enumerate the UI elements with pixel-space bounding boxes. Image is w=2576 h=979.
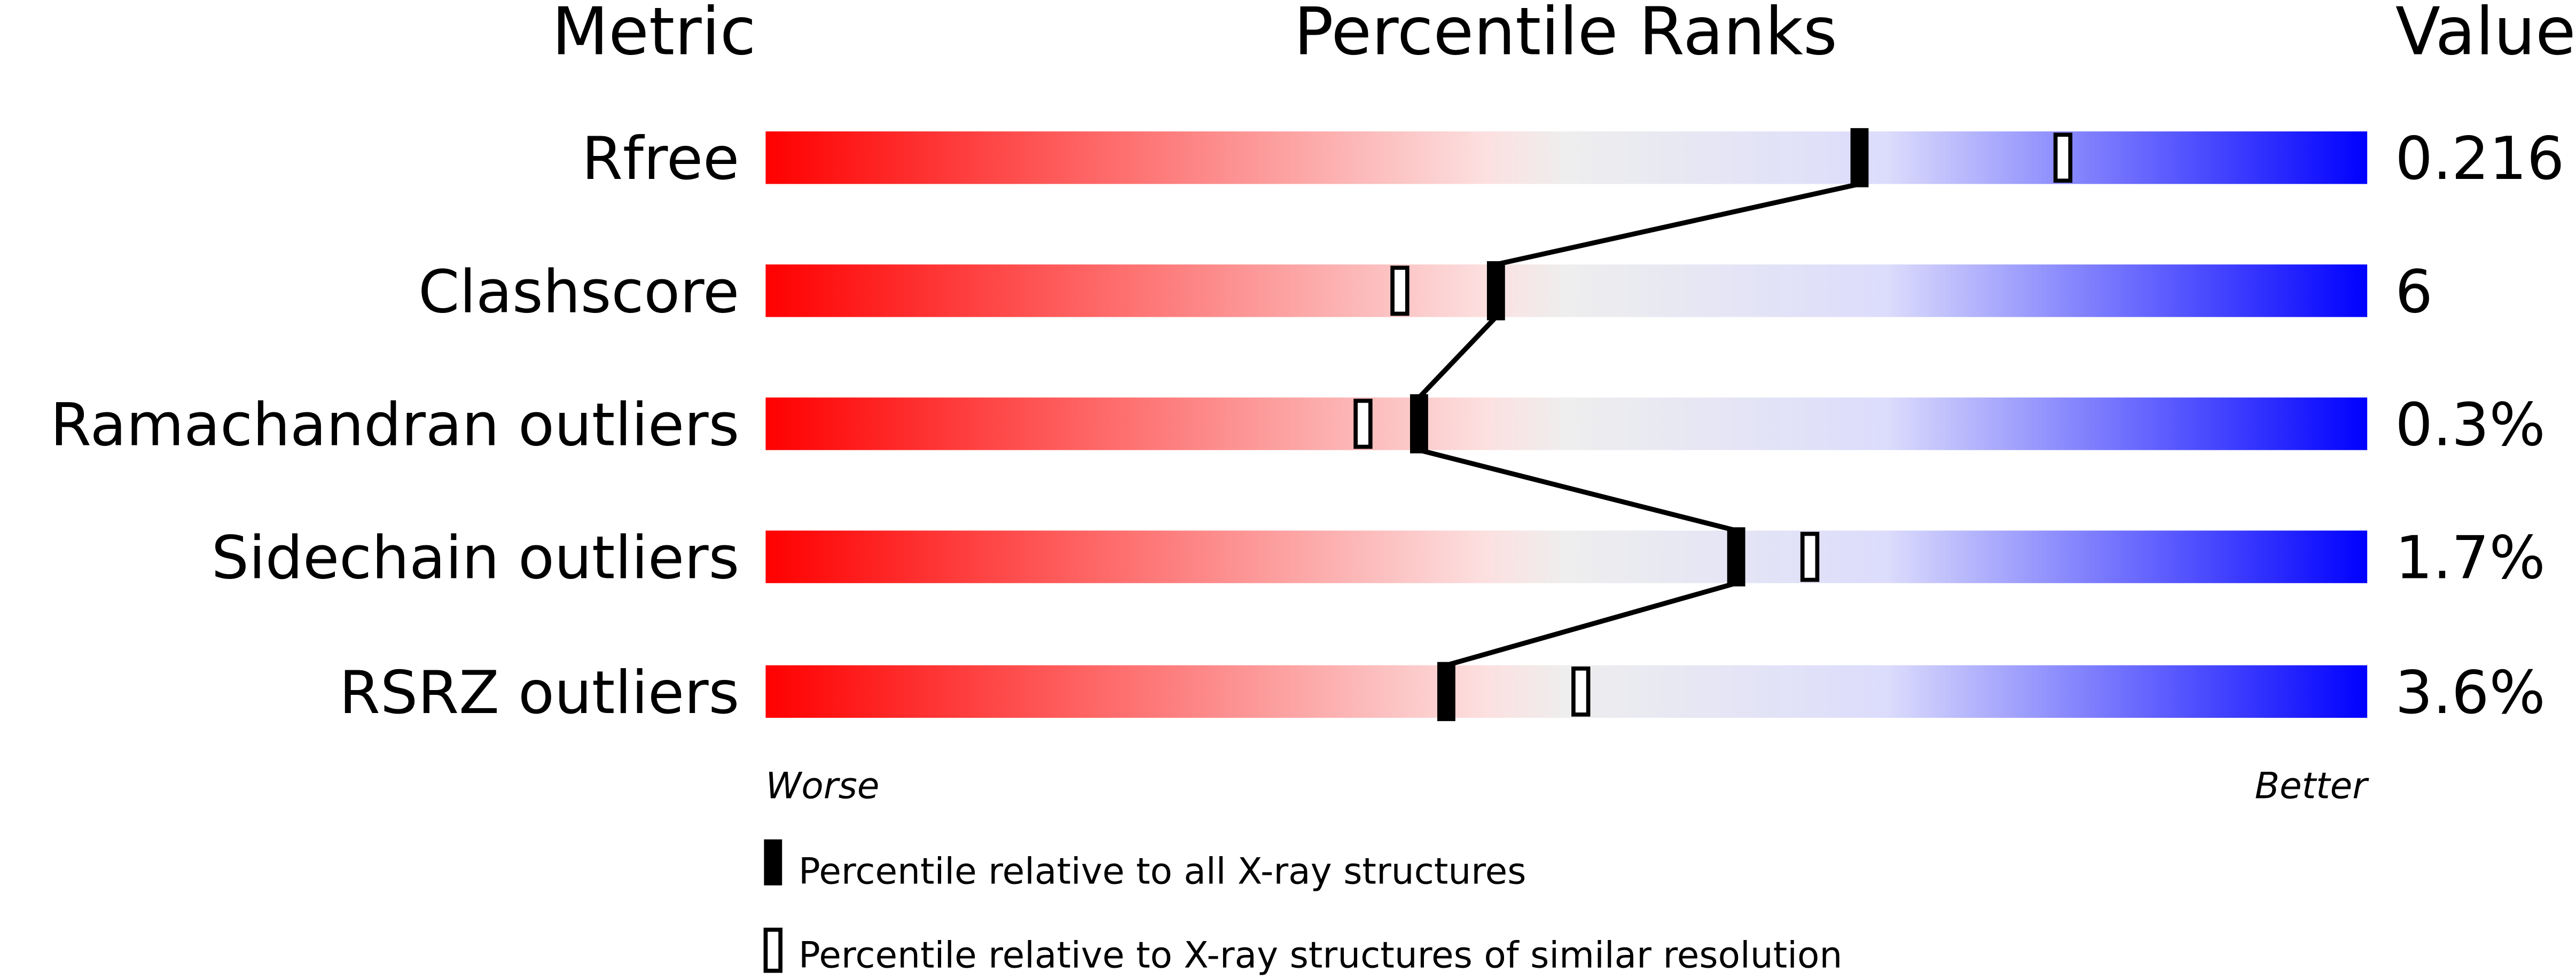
all-structures-marker xyxy=(1410,394,1428,453)
legend-item-similar: Percentile relative to X-ray structures … xyxy=(798,934,1842,976)
connector-line xyxy=(1417,315,1498,400)
percentile-bar xyxy=(765,397,2368,450)
connector-line xyxy=(1445,581,1737,668)
percentile-bar xyxy=(765,530,2368,583)
similar-resolution-marker xyxy=(2053,132,2073,183)
worse-label: Worse xyxy=(765,765,879,807)
metric-value: 0.3% xyxy=(2395,390,2545,459)
percentile-bar xyxy=(765,131,2368,184)
legend-open-marker-icon xyxy=(763,927,783,973)
all-structures-marker xyxy=(1486,261,1505,320)
metric-label: RSRZ outliers xyxy=(339,659,739,727)
legend-item-all: Percentile relative to all X-ray structu… xyxy=(798,850,1526,892)
percentile-bar xyxy=(765,264,2368,317)
metric-value: 3.6% xyxy=(2395,659,2545,727)
connector-line xyxy=(1495,181,1860,267)
metric-label: Rfree xyxy=(582,124,739,193)
all-structures-marker xyxy=(1850,128,1869,187)
similar-resolution-marker xyxy=(1353,398,1373,449)
similar-resolution-marker xyxy=(1800,531,1820,582)
header-percentile-ranks: Percentile Ranks xyxy=(1294,0,1837,70)
metric-label: Clashscore xyxy=(418,257,739,326)
metric-label: Sidechain outliers xyxy=(212,524,740,593)
better-label: Better xyxy=(2255,765,2370,807)
metric-value: 1.7% xyxy=(2395,524,2545,593)
legend-filled-marker-icon xyxy=(764,839,782,886)
connector-line xyxy=(1418,448,1737,533)
percentile-bar xyxy=(765,665,2368,718)
header-value: Value xyxy=(2395,0,2576,70)
metric-value: 6 xyxy=(2395,257,2432,326)
all-structures-marker xyxy=(1727,527,1745,586)
metric-label: Ramachandran outliers xyxy=(50,390,739,459)
similar-resolution-marker xyxy=(1390,265,1410,316)
metric-value: 0.216 xyxy=(2395,124,2564,193)
similar-resolution-marker xyxy=(1571,666,1591,717)
all-structures-marker xyxy=(1437,662,1455,722)
header-metric: Metric xyxy=(552,0,756,70)
